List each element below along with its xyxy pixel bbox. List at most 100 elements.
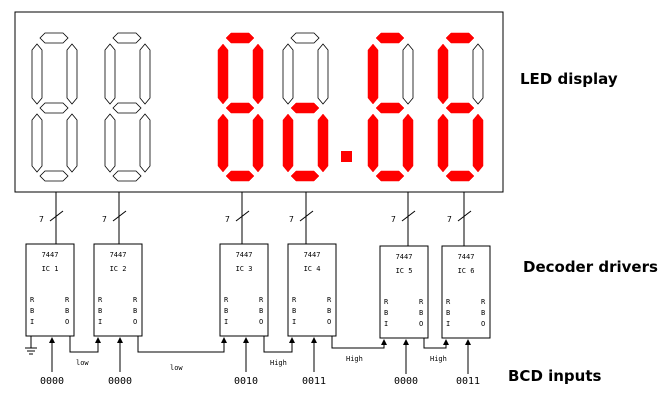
- link-arrow-head: [221, 337, 227, 343]
- led-display-label: LED display: [520, 70, 618, 88]
- bcd-input-value: 0000: [40, 376, 64, 387]
- bus-slash: [299, 210, 314, 222]
- bcd-arrow-head: [49, 337, 55, 343]
- segment-c: [317, 113, 329, 173]
- segment-a: [445, 32, 475, 44]
- digit-3: [217, 32, 264, 182]
- segment-f: [367, 43, 379, 105]
- digit-2: [104, 32, 151, 182]
- segment-c: [472, 113, 484, 173]
- segment-d: [39, 170, 69, 182]
- ic-name: IC 1: [42, 265, 59, 273]
- decoder-ic-5: 7 7447 IC 5 R B I R B O 0000: [379, 192, 429, 387]
- link-level-label: High: [346, 355, 363, 363]
- bus-width-label: 7: [102, 215, 107, 224]
- segment-g: [445, 102, 475, 114]
- ic-name: IC 2: [110, 265, 127, 273]
- digit-5: [367, 32, 414, 182]
- bcd-input-value: 0010: [234, 376, 258, 387]
- link-wire: [263, 336, 293, 353]
- ic-name: IC 5: [396, 267, 413, 275]
- segment-g: [290, 102, 320, 114]
- link-level-label: High: [270, 359, 287, 367]
- segment-f: [104, 43, 116, 105]
- segment-f: [217, 43, 229, 105]
- bcd-arrow-head: [311, 337, 317, 343]
- link-wire: [69, 336, 99, 353]
- bcd-input-value: 0000: [108, 376, 132, 387]
- ic-part-number: 7447: [396, 253, 413, 261]
- segment-c: [139, 113, 151, 173]
- digit-4: [282, 32, 352, 182]
- rbo-rbi-link-1: low: [69, 336, 101, 367]
- ic-body: [379, 245, 429, 339]
- segment-a: [39, 32, 69, 44]
- segment-d: [112, 170, 142, 182]
- bcd-input-value: 0011: [302, 376, 326, 387]
- segment-c: [402, 113, 414, 173]
- segment-f: [31, 43, 43, 105]
- ic-body: [441, 245, 491, 339]
- segment-b: [472, 43, 484, 105]
- segment-a: [290, 32, 320, 44]
- segment-b: [317, 43, 329, 105]
- segment-e: [367, 113, 379, 173]
- ic-part-number: 7447: [458, 253, 475, 261]
- ic-body: [219, 243, 269, 337]
- segment-e: [104, 113, 116, 173]
- segment-e: [31, 113, 43, 173]
- bus-width-label: 7: [39, 215, 44, 224]
- segment-b: [139, 43, 151, 105]
- bus-slash: [401, 210, 416, 222]
- bcd-input-value: 0000: [394, 376, 418, 387]
- segment-b: [66, 43, 78, 105]
- segment-d: [375, 170, 405, 182]
- bcd-arrow-head: [117, 337, 123, 343]
- segment-e: [217, 113, 229, 173]
- ic-part-number: 7447: [110, 251, 127, 259]
- ic-part-number: 7447: [236, 251, 253, 259]
- bus-width-label: 7: [391, 215, 396, 224]
- link-arrow-head: [95, 337, 101, 343]
- ic-body: [93, 243, 143, 337]
- link-level-label: low: [76, 359, 89, 367]
- segment-d: [290, 170, 320, 182]
- segment-e: [437, 113, 449, 173]
- bus-slash: [112, 210, 127, 222]
- bus-width-label: 7: [289, 215, 294, 224]
- decoder-ic-4: 7 7447 IC 4 R B I R B O 0011: [287, 192, 337, 387]
- bus-slash: [235, 210, 250, 222]
- segment-e: [282, 113, 294, 173]
- rbo-rbi-link-3: High: [263, 336, 295, 367]
- bcd-arrow-head: [243, 337, 249, 343]
- ic-part-number: 7447: [42, 251, 59, 259]
- segment-f: [282, 43, 294, 105]
- ic-body: [25, 243, 75, 337]
- segment-g: [225, 102, 255, 114]
- segment-c: [252, 113, 264, 173]
- segment-g: [39, 102, 69, 114]
- ic-name: IC 6: [458, 267, 475, 275]
- digit-6: [437, 32, 484, 182]
- decoder-ic-3: 7 7447 IC 3 R B I R B O 0010: [219, 192, 269, 387]
- bus-slash: [49, 210, 64, 222]
- link-arrow-head: [289, 337, 295, 343]
- link-wire: [137, 336, 225, 353]
- segment-a: [375, 32, 405, 44]
- rbo-rbi-link-2: low: [137, 336, 227, 372]
- segment-d: [225, 170, 255, 182]
- link-wire: [423, 338, 447, 349]
